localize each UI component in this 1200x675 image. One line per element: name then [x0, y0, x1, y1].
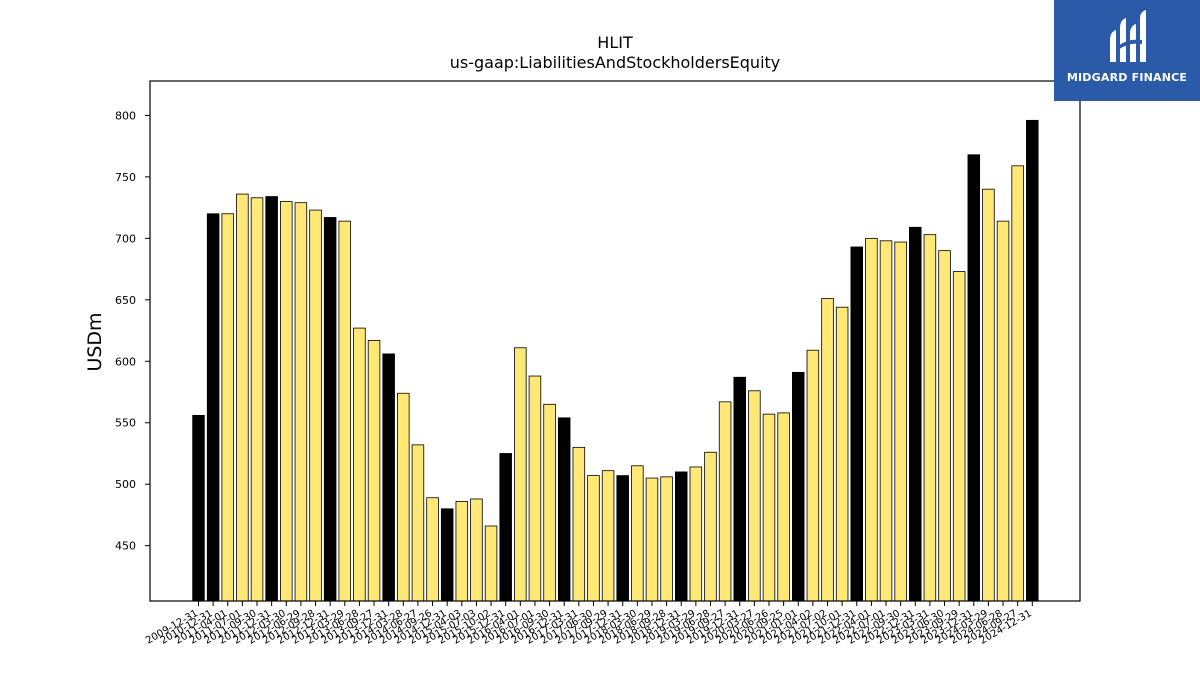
y-tick-label: 450	[115, 540, 136, 553]
bar-2023-03-31	[923, 234, 937, 602]
bar-2022-04-01	[865, 237, 878, 602]
bar-2022-09-30	[894, 241, 907, 602]
midgard-logo-mark-icon	[1110, 10, 1146, 62]
bar-2020-09-25	[777, 412, 790, 602]
bar-2017-12-31	[616, 475, 629, 602]
y-tick-label: 500	[115, 478, 136, 491]
y-tick-label: 600	[115, 355, 136, 368]
bar-2019-06-28	[704, 451, 717, 602]
y-tick-label: 750	[115, 171, 136, 184]
bar-2021-07-02	[821, 298, 834, 602]
bar-2012-03-30	[280, 201, 293, 602]
bar-2009-12-31	[192, 414, 205, 602]
bar-2021-01-01	[792, 371, 805, 602]
bar-2024-12-31	[1026, 119, 1039, 602]
bar-2013-09-27	[367, 339, 381, 602]
y-tick-label: 650	[115, 294, 136, 307]
bar-2017-09-29	[601, 470, 615, 602]
x-axis: 2009-12-312010-12-312011-04-012011-07-01…	[144, 601, 1034, 647]
bar-2018-06-29	[645, 477, 659, 602]
bar-2015-07-03	[470, 498, 483, 602]
bar-2022-07-01	[879, 240, 893, 602]
brand-logo: MIDGARD FINANCE	[1054, 0, 1200, 101]
bar-2015-10-02	[484, 525, 498, 602]
bar-2023-09-29	[952, 271, 966, 602]
bar-2013-12-31	[382, 353, 395, 602]
bar-2014-06-27	[411, 444, 425, 602]
bar-2018-03-30	[631, 465, 644, 602]
bar-2024-06-28	[996, 220, 1010, 602]
bar-2012-06-29	[294, 202, 308, 602]
bar-2015-04-03	[455, 501, 469, 602]
bar-2012-12-31	[323, 217, 337, 602]
bar-2023-06-30	[938, 250, 951, 602]
bars-group	[192, 119, 1039, 602]
bar-2024-03-29	[982, 188, 995, 602]
plot-frame	[149, 80, 1081, 602]
bar-2014-12-31	[440, 508, 454, 602]
y-axis: 450 500 550 600 650 700 750 800	[115, 109, 150, 553]
bar-2013-06-28	[353, 327, 366, 602]
bar-2021-04-02	[806, 349, 820, 602]
bar-2016-12-31	[557, 417, 571, 602]
chart-subtitle: us-gaap:LiabilitiesAndStockholdersEquity	[450, 53, 781, 72]
y-tick-label: 550	[115, 417, 136, 430]
bar-2016-07-01	[528, 375, 542, 602]
bar-2012-09-28	[309, 209, 322, 602]
bar-2013-03-29	[338, 220, 352, 602]
bar-2019-09-27	[718, 401, 732, 602]
bar-2019-12-31	[733, 376, 746, 602]
bar-2010-12-31	[206, 213, 220, 602]
bar-2016-09-30	[543, 403, 556, 602]
bar-2024-09-27	[1011, 165, 1024, 602]
bar-2019-03-29	[689, 466, 703, 602]
bar-2011-04-01	[221, 213, 234, 602]
bar-2015-12-31	[499, 453, 512, 602]
bar-2016-04-01	[514, 347, 527, 602]
bar-2014-03-28	[397, 392, 410, 602]
bar-2014-09-26	[426, 497, 439, 602]
bar-2018-12-31	[674, 471, 688, 602]
bar-2022-12-31	[909, 226, 922, 602]
bar-2011-07-01	[236, 193, 249, 602]
bar-2020-06-26	[762, 413, 776, 602]
brand-logo-text: MIDGARD FINANCE	[1066, 71, 1188, 84]
bar-2017-06-30	[587, 475, 600, 602]
bar-2011-12-31	[265, 196, 278, 602]
bar-2018-09-28	[660, 476, 673, 602]
bar-2021-12-31	[850, 246, 864, 602]
bar-2023-12-31	[967, 154, 981, 602]
y-axis-label: USDm	[84, 312, 106, 371]
y-tick-label: 800	[115, 109, 136, 122]
bar-2011-09-30	[250, 197, 264, 602]
bar-2017-03-31	[572, 446, 586, 602]
bar-2020-03-27	[748, 390, 761, 602]
chart-title: HLIT	[597, 33, 633, 52]
bar-2021-10-01	[835, 306, 849, 602]
y-tick-label: 700	[115, 232, 136, 245]
